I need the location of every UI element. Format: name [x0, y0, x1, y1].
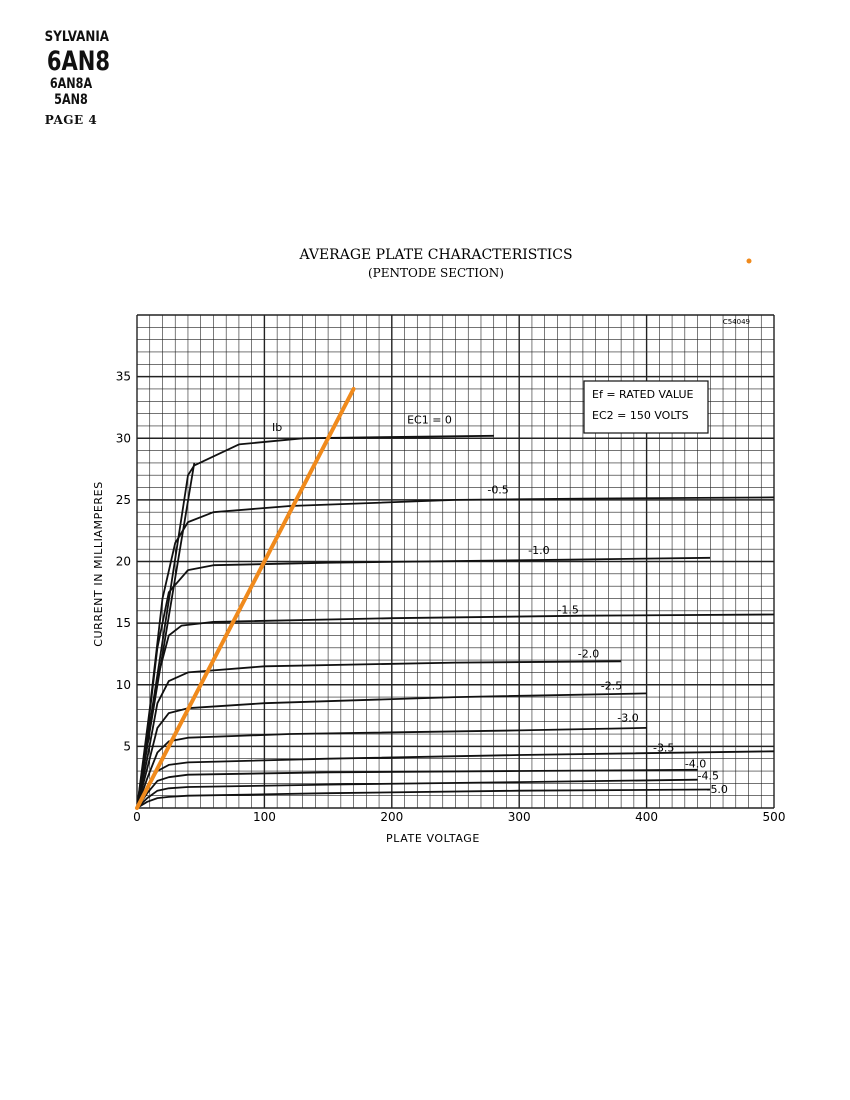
- chart-title: AVERAGE PLATE CHARACTERISTICS: [298, 247, 572, 263]
- curve-ec1: [136, 788, 711, 809]
- curve-ec1: [136, 768, 698, 809]
- x-tick-label: 200: [380, 810, 403, 824]
- curve-ec1: [136, 692, 647, 809]
- overlay-load-line: [135, 386, 356, 810]
- curve-label: -3.5: [653, 741, 674, 754]
- datasheet-header: SYLVANIA 6AN8 6AN8A 5AN8 PAGE 4: [40, 29, 110, 127]
- curve-ec1: [136, 660, 622, 809]
- legend-box: [583, 380, 709, 434]
- y-tick-label: 35: [116, 370, 131, 384]
- curve-label: -4.5: [698, 770, 719, 783]
- alt-model-2: 5AN8: [54, 92, 88, 108]
- curve-ec1: [136, 727, 647, 809]
- curve-label: -1.0: [528, 544, 549, 557]
- legend-line-2: EC2 = 150 VOLTS: [592, 409, 689, 422]
- legend-line-1: Ef = RATED VALUE: [592, 388, 694, 401]
- x-tick-label: 100: [253, 810, 276, 824]
- y-tick-label: 15: [116, 616, 131, 630]
- curve-ec1: [136, 434, 494, 809]
- page-label: PAGE 4: [44, 113, 98, 127]
- x-tick-label: 0: [133, 810, 141, 824]
- curve-label: EC1 = 0: [407, 413, 452, 426]
- ib-knee-line: [136, 462, 196, 809]
- curve-label: -3.0: [617, 712, 638, 725]
- alt-model-1: 6AN8A: [49, 76, 93, 92]
- overlay-dot: [746, 258, 752, 264]
- curve-ec1: [136, 778, 698, 809]
- tick-labels: 0 100 200 300 400 500 5 10 15 20 25 30 35: [116, 370, 786, 824]
- y-tick-label: 30: [116, 431, 131, 445]
- grid: [136, 314, 775, 809]
- x-tick-label: 300: [508, 810, 531, 824]
- chart-code: C54049: [723, 318, 750, 326]
- curve-label: -1.5: [557, 603, 578, 616]
- y-tick-label: 5: [123, 739, 131, 753]
- chart-subtitle: (PENTODE SECTION): [368, 266, 504, 280]
- curve-label: -4.0: [685, 757, 706, 770]
- curve-ec1: [136, 556, 711, 809]
- y-axis-label: CURRENT IN MILLIAMPERES: [92, 481, 105, 647]
- curve-label: -2.0: [578, 648, 599, 661]
- brand-name: SYLVANIA: [44, 29, 109, 45]
- ib-label: Ib: [272, 421, 282, 434]
- y-tick-label: 25: [116, 493, 131, 507]
- curve-label: -5.0: [706, 783, 727, 796]
- y-tick-label: 10: [116, 678, 131, 692]
- curves: [136, 434, 775, 809]
- curve-label: -2.5: [601, 680, 622, 693]
- x-tick-label: 400: [635, 810, 658, 824]
- x-axis-label: PLATE VOLTAGE: [386, 832, 480, 845]
- y-tick-label: 20: [116, 555, 131, 569]
- x-tick-label: 500: [763, 810, 786, 824]
- curve-labels: EC1 = 0 -0.5 -1.0 -1.5 -2.0 -2.5 -3.0 -3.5 -4.0-…: [272, 413, 728, 796]
- curve-label: -0.5: [487, 484, 508, 497]
